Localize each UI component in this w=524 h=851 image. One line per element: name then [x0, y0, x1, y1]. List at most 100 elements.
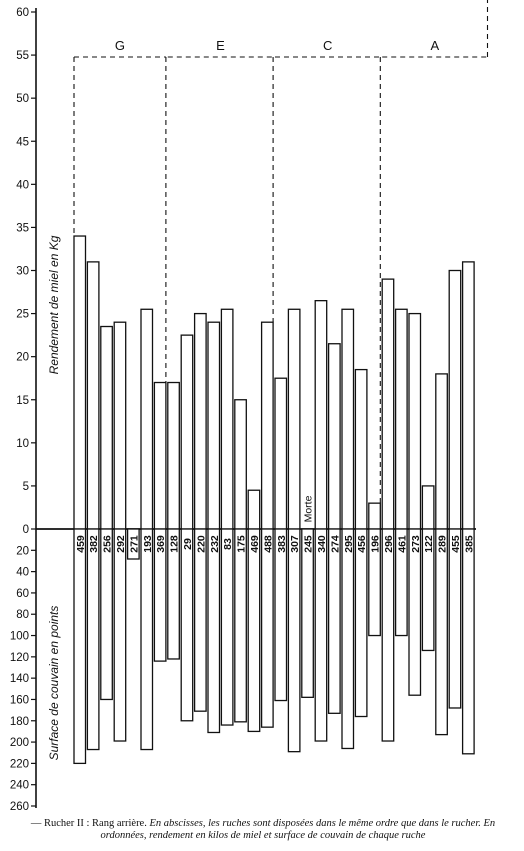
brood-bar [461, 528, 475, 755]
hive-number-label: 369 [155, 535, 167, 553]
brood-bar [140, 528, 154, 751]
y-tick-label-top: 45 [16, 136, 29, 148]
brood-bar [234, 528, 247, 723]
y-tick-label-top: 5 [23, 481, 29, 493]
honey-bar [341, 308, 355, 530]
hive-number-label: 245 [303, 535, 315, 553]
hive-number-label: 340 [316, 535, 328, 553]
honey-bar [220, 308, 234, 530]
brood-bar [341, 528, 355, 750]
brood-bar [301, 528, 314, 698]
honey-bar [140, 308, 154, 530]
brood-bar [314, 528, 328, 742]
hive-number-label: 296 [383, 535, 395, 553]
honey-bar [448, 269, 462, 530]
brood-bar [207, 528, 221, 734]
hive-number-label: 456 [356, 535, 368, 553]
hive-number-label: 383 [276, 535, 288, 553]
y-tick-label-top: 40 [16, 179, 29, 191]
hive-number-label: 83 [222, 538, 234, 550]
y-tick-label-bottom: 180 [10, 716, 29, 728]
honey-bar [421, 485, 435, 530]
brood-bar [73, 528, 87, 765]
brood-bar [247, 528, 261, 733]
hive-number-label: 469 [249, 535, 261, 553]
y-tick-label-bottom: 40 [16, 567, 29, 579]
brood-bar [167, 528, 180, 660]
brood-bar [408, 528, 422, 696]
caption-text: En abscisses, les ruches sont disposées … [100, 818, 496, 841]
brood-bar [381, 528, 395, 742]
honey-bar [408, 312, 422, 530]
hive-number-label: 488 [262, 535, 274, 553]
hive-number-label: 461 [396, 535, 408, 553]
y-tick-label-bottom: 200 [10, 737, 29, 749]
honey-bar [86, 261, 100, 530]
honey-bar [327, 343, 341, 530]
honey-bar [274, 377, 288, 530]
honey-bar [435, 373, 448, 530]
honey-bar [193, 312, 207, 530]
hive-number-label: 196 [370, 535, 382, 553]
honey-bar [287, 308, 301, 530]
brood-bar [193, 528, 207, 712]
brood-bar [113, 528, 127, 742]
honey-bar [394, 308, 408, 530]
y-tick-label-bottom: 160 [10, 694, 29, 706]
hive-number-label: 382 [88, 535, 100, 553]
brood-bar [327, 528, 341, 714]
y-tick-label-bottom: 100 [10, 631, 29, 643]
group-label: E [216, 38, 225, 53]
brood-bar [287, 528, 301, 753]
honey-bar [207, 321, 221, 530]
group-label: C [323, 38, 332, 53]
brood-bar [448, 528, 462, 709]
hive-number-label: 175 [236, 535, 248, 553]
brood-bar [394, 528, 408, 637]
hive-number-label: 271 [128, 535, 140, 553]
brood-bar [260, 528, 274, 728]
honey-bar [234, 399, 247, 530]
brood-bar [354, 528, 368, 718]
y-tick-label-bottom: 240 [10, 780, 29, 792]
honey-bar [100, 325, 113, 530]
y-tick-label-top: 20 [16, 352, 29, 364]
figure-caption: — Rucher II : Rang arrière. En abscisses… [10, 818, 516, 842]
hive-label-box [126, 528, 140, 560]
hive-number-label: 128 [169, 535, 181, 553]
hive-number-label: 274 [329, 535, 341, 553]
y-tick-label-top: 0 [23, 524, 29, 536]
hive-number-label: 289 [437, 535, 449, 553]
hive-number-label: 295 [343, 535, 355, 553]
hive-number-label: 193 [142, 535, 154, 553]
honey-bar [381, 278, 395, 530]
y-tick-label-bottom: 140 [10, 673, 29, 685]
honey-bar [247, 489, 261, 530]
y-tick-label-top: 30 [16, 266, 29, 278]
y-tick-label-bottom: 220 [10, 758, 29, 770]
annotation-morte: Morte [303, 495, 315, 522]
hive-number-label: 232 [209, 535, 221, 553]
honey-bar [153, 381, 167, 530]
hive-number-label: 292 [115, 535, 127, 553]
honey-bar [260, 321, 274, 530]
hive-number-label: 220 [195, 535, 207, 553]
hive-number-label: 273 [410, 535, 422, 553]
brood-bar [100, 528, 113, 701]
hive-number-label: 459 [75, 535, 87, 553]
honey-bar [73, 235, 87, 530]
caption-lead: — Rucher II : Rang arrière. [30, 818, 147, 829]
y-tick-label-top: 55 [16, 50, 29, 62]
brood-bar [180, 528, 194, 722]
hive-number-label: 122 [423, 535, 435, 553]
y-axis-title-bottom: Surface de couvain en points [47, 606, 61, 761]
honey-bar [368, 502, 381, 530]
hive-number-label: 256 [102, 535, 114, 553]
y-tick-label-top: 25 [16, 309, 29, 321]
y-tick-label-top: 15 [16, 395, 29, 407]
y-tick-label-bottom: 20 [16, 545, 29, 557]
hive-number-label: 455 [450, 535, 462, 553]
honey-bar [461, 261, 475, 530]
y-tick-label-top: 50 [16, 93, 29, 105]
